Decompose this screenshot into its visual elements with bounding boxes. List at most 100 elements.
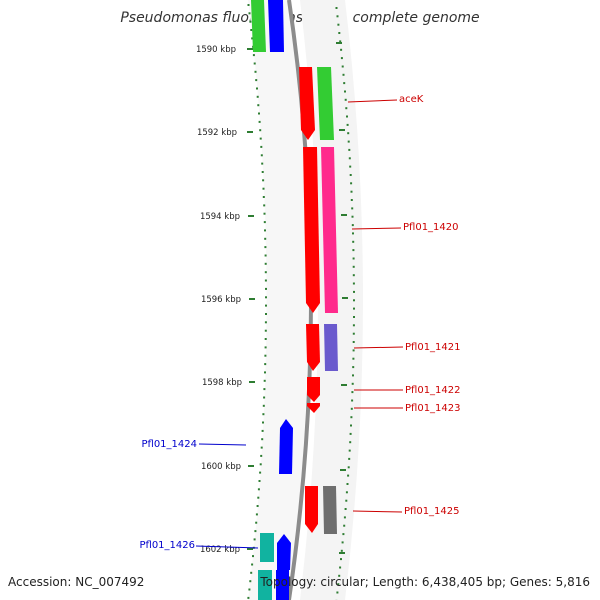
cog-feature-purple xyxy=(324,324,338,371)
dot-tick xyxy=(338,32,341,34)
dot-tick xyxy=(263,221,266,224)
leader-line xyxy=(352,510,403,513)
dot-tick xyxy=(261,162,264,165)
dot-tick xyxy=(264,271,267,274)
dot-tick xyxy=(251,37,254,40)
dot-tick xyxy=(350,407,353,410)
dot-tick xyxy=(253,62,256,65)
scale-label: 1600 kbp xyxy=(201,462,241,472)
gene-label[interactable]: Pfl01_1420 xyxy=(403,222,459,233)
cog-feature-green xyxy=(317,67,334,140)
dot-tick xyxy=(255,79,258,82)
cog-feature-pink xyxy=(321,147,338,313)
dot-tick xyxy=(252,555,254,558)
cog-feature-gray xyxy=(323,486,337,534)
dot-tick xyxy=(254,530,257,533)
dot-tick xyxy=(259,137,262,140)
gene-label[interactable]: Pfl01_1423 xyxy=(405,403,461,414)
dot-tick xyxy=(348,157,351,160)
dot-tick xyxy=(352,265,355,268)
dot-tick xyxy=(264,237,267,240)
scale-label: 1592 kbp xyxy=(197,128,237,138)
topology-text: Topology: circular; Length: 6,438,405 bp… xyxy=(260,575,590,589)
dot-tick xyxy=(350,182,353,185)
inner-track-band xyxy=(248,0,308,600)
dot-tick xyxy=(262,179,265,182)
dot-tick xyxy=(261,429,264,432)
dot-tick xyxy=(254,70,257,73)
leader-line xyxy=(198,443,247,446)
dot-tick xyxy=(337,23,340,26)
dot-tick xyxy=(265,287,267,290)
dot-tick xyxy=(340,48,343,51)
dot-tick xyxy=(257,496,260,499)
dot-tick xyxy=(250,571,253,574)
dot-tick xyxy=(255,521,258,524)
dot-tick xyxy=(350,416,353,419)
dot-tick xyxy=(348,148,351,151)
dot-tick xyxy=(248,12,251,15)
dot-tick xyxy=(249,20,252,23)
dot-tick xyxy=(340,558,342,561)
dot-tick xyxy=(249,580,252,583)
dot-tick xyxy=(262,404,265,407)
dot-tick xyxy=(353,290,355,293)
gene-label[interactable]: Pfl01_1425 xyxy=(404,506,460,517)
dot-tick xyxy=(259,129,262,132)
dot-tick xyxy=(264,371,266,374)
dot-tick xyxy=(350,190,353,193)
dot-tick xyxy=(349,174,352,176)
dot-tick xyxy=(351,382,354,385)
dot-tick xyxy=(260,154,263,157)
cds-reverse xyxy=(277,534,291,570)
dot-tick xyxy=(341,541,344,544)
dot-tick xyxy=(352,357,355,360)
dot-tick xyxy=(352,366,355,369)
cds-forward xyxy=(303,147,320,313)
accession-text: Accession: NC_007492 xyxy=(8,575,145,589)
gene-label[interactable]: Pfl01_1421 xyxy=(405,342,461,353)
dot-tick xyxy=(337,583,340,586)
dot-tick xyxy=(262,187,265,190)
dot-tick xyxy=(253,538,256,541)
dot-tick xyxy=(349,432,352,435)
dot-tick xyxy=(247,4,250,6)
dot-tick xyxy=(352,332,355,335)
leader-line xyxy=(353,346,404,349)
gene-label[interactable]: Pfl01_1426 xyxy=(139,540,195,551)
dot-tick xyxy=(352,349,355,352)
dot-tick xyxy=(258,480,261,482)
dot-tick xyxy=(352,282,355,285)
dot-tick xyxy=(260,145,263,148)
dot-tick xyxy=(341,65,344,68)
dot-tick xyxy=(247,596,250,599)
dot-tick xyxy=(264,246,267,249)
dot-tick xyxy=(335,7,338,9)
dot-tick xyxy=(260,446,263,449)
cds-reverse xyxy=(279,419,293,474)
dot-tick xyxy=(264,229,266,232)
dot-tick xyxy=(259,463,262,466)
dot-tick xyxy=(351,391,354,394)
dot-tick xyxy=(264,329,267,332)
dot-tick xyxy=(352,374,354,377)
dot-tick xyxy=(258,112,260,115)
dot-tick xyxy=(259,471,262,474)
dot-tick xyxy=(263,396,266,399)
scale-label: 1590 kbp xyxy=(196,45,236,55)
dot-tick xyxy=(264,363,267,366)
dot-tick xyxy=(264,338,267,340)
cog-feature-teal xyxy=(260,533,274,562)
dot-tick xyxy=(263,204,266,207)
gene-label[interactable]: Pfl01_1424 xyxy=(141,439,197,450)
dot-tick xyxy=(347,132,350,135)
dot-tick xyxy=(352,341,355,343)
dot-tick xyxy=(257,488,260,491)
gene-label[interactable]: aceK xyxy=(399,94,424,105)
dot-tick xyxy=(264,279,267,282)
dot-tick xyxy=(350,199,353,201)
gene-label[interactable]: Pfl01_1422 xyxy=(405,385,461,396)
dot-tick xyxy=(352,240,355,243)
dot-tick xyxy=(264,346,267,349)
